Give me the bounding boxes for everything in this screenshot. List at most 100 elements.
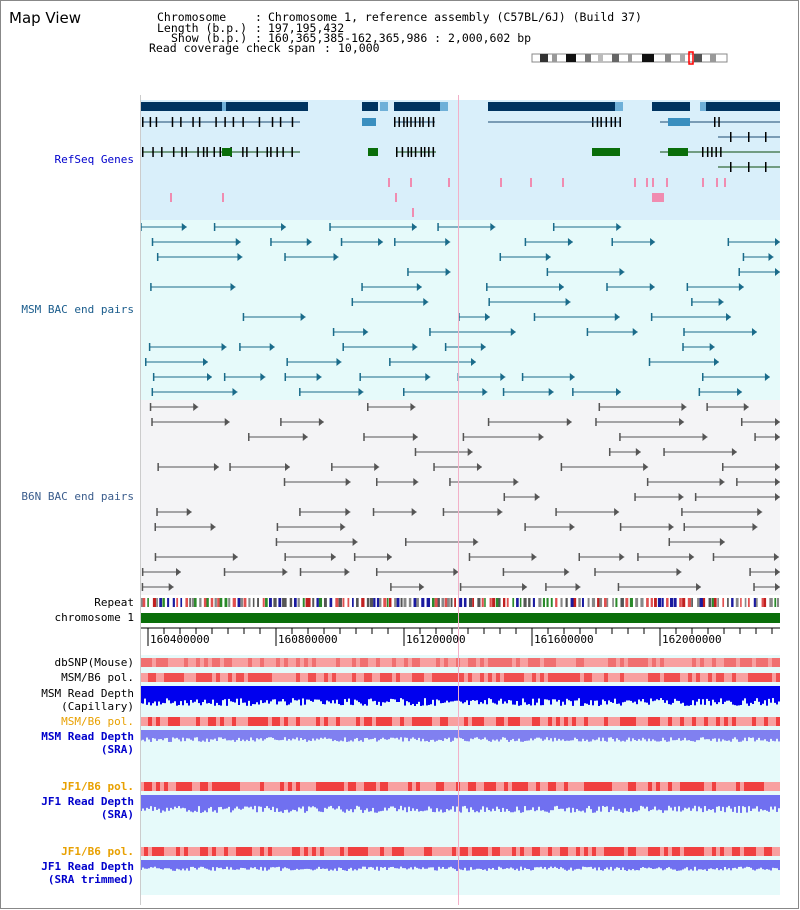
- heat-cell: [628, 782, 632, 791]
- heat-cell: [584, 717, 588, 726]
- heat-cell: [564, 782, 568, 791]
- exon: [428, 147, 430, 157]
- heat-cell: [176, 717, 180, 726]
- jf1-depth-sra-label1[interactable]: JF1 Read Depth: [41, 795, 134, 808]
- heat-cell: [276, 782, 280, 791]
- heat-cell: [368, 717, 372, 726]
- depth-bar: [418, 686, 420, 702]
- depth-bar: [304, 730, 306, 740]
- depth-bar: [152, 686, 154, 704]
- depth-bar: [604, 686, 606, 702]
- depth-bar: [710, 730, 712, 741]
- heat-cell: [412, 782, 416, 791]
- heat-cell: [188, 658, 192, 667]
- msm-bac-label[interactable]: MSM BAC end pairs: [21, 303, 134, 316]
- repeat-element: [199, 598, 202, 607]
- heat-cell: [312, 673, 316, 682]
- depth-bar: [198, 686, 200, 704]
- heat-cell: [640, 673, 644, 682]
- msm-depth-sra-label1[interactable]: MSM Read Depth: [41, 730, 134, 743]
- heat-cell: [560, 658, 564, 667]
- depth-bar: [558, 795, 560, 810]
- depth-bar: [330, 686, 332, 704]
- depth-bar: [778, 860, 780, 871]
- jf1-b6-pol-label[interactable]: JF1/B6 pol.: [61, 780, 134, 793]
- bac-end: [614, 313, 620, 321]
- heat-cell: [316, 673, 320, 682]
- dbsnp-label[interactable]: dbSNP(Mouse): [54, 656, 134, 669]
- heat-cell: [252, 717, 256, 726]
- heat-cell: [152, 658, 156, 667]
- jf1-depth-trim-label1[interactable]: JF1 Read Depth: [41, 860, 134, 873]
- depth-bar: [628, 795, 630, 812]
- depth-bar: [496, 860, 498, 870]
- msm-depth-cap-label1[interactable]: MSM Read Depth: [41, 687, 134, 700]
- heat-cell: [748, 658, 752, 667]
- heat-cell: [356, 782, 360, 791]
- depth-bar: [294, 730, 296, 740]
- depth-bar: [408, 795, 410, 807]
- msm-b6-pol-label[interactable]: MSM/B6 pol.: [61, 671, 134, 684]
- depth-bar: [306, 686, 308, 700]
- bac-end: [738, 283, 744, 291]
- depth-bar: [384, 860, 386, 867]
- depth-bar: [156, 795, 158, 810]
- msm-b6-pol2-label[interactable]: MSM/B6 pol.: [61, 715, 134, 728]
- depth-bar: [466, 860, 468, 871]
- depth-bar: [512, 860, 514, 869]
- repeat-element: [538, 598, 542, 607]
- repeat-element: [421, 598, 425, 607]
- depth-bar: [144, 795, 146, 811]
- depth-bar: [326, 686, 328, 701]
- depth-bar: [226, 795, 228, 809]
- depth-bar: [200, 730, 202, 742]
- depth-bar: [688, 860, 690, 871]
- repeat-element: [162, 598, 165, 607]
- exon: [419, 117, 421, 127]
- repeat-element: [408, 598, 412, 607]
- heat-cell: [764, 717, 768, 726]
- exon: [152, 147, 154, 157]
- depth-bar: [406, 860, 408, 870]
- exon: [215, 117, 217, 127]
- depth-bar: [512, 686, 514, 705]
- heat-cell: [628, 847, 632, 856]
- depth-bar: [414, 860, 416, 867]
- bac-end: [619, 553, 625, 561]
- heat-cell: [316, 847, 320, 856]
- heat-cell: [196, 782, 200, 791]
- depth-bar: [250, 795, 252, 807]
- coverage-value: 10,000: [338, 41, 380, 55]
- depth-bar: [554, 860, 556, 867]
- depth-bar: [692, 730, 694, 742]
- heat-cell: [560, 673, 564, 682]
- heat-cell: [652, 673, 656, 682]
- heat-cell: [284, 847, 288, 856]
- depth-bar: [574, 730, 576, 738]
- heat-cell: [508, 847, 512, 856]
- depth-bar: [726, 795, 728, 808]
- depth-bar: [368, 795, 370, 812]
- depth-bar: [602, 860, 604, 871]
- depth-bar: [618, 686, 620, 704]
- depth-bar: [690, 860, 692, 870]
- heat-cell: [160, 847, 164, 856]
- b6n-bac-label[interactable]: B6N BAC end pairs: [21, 490, 134, 503]
- depth-bar: [196, 686, 198, 700]
- depth-bar: [346, 686, 348, 702]
- depth-bar: [234, 795, 236, 809]
- depth-bar: [248, 795, 250, 808]
- bac-end: [168, 583, 174, 591]
- heat-cell: [264, 847, 268, 856]
- depth-bar: [396, 795, 398, 812]
- depth-bar: [746, 686, 748, 704]
- heat-cell: [776, 847, 780, 856]
- depth-bar: [262, 730, 264, 741]
- jf1-b6-pol2-label[interactable]: JF1/B6 pol.: [61, 845, 134, 858]
- heat-cell: [328, 658, 332, 667]
- refseq-label[interactable]: RefSeq Genes: [54, 153, 134, 166]
- heat-cell: [252, 673, 256, 682]
- heat-cell: [376, 673, 380, 682]
- exon: [718, 117, 720, 127]
- heat-cell: [428, 782, 432, 791]
